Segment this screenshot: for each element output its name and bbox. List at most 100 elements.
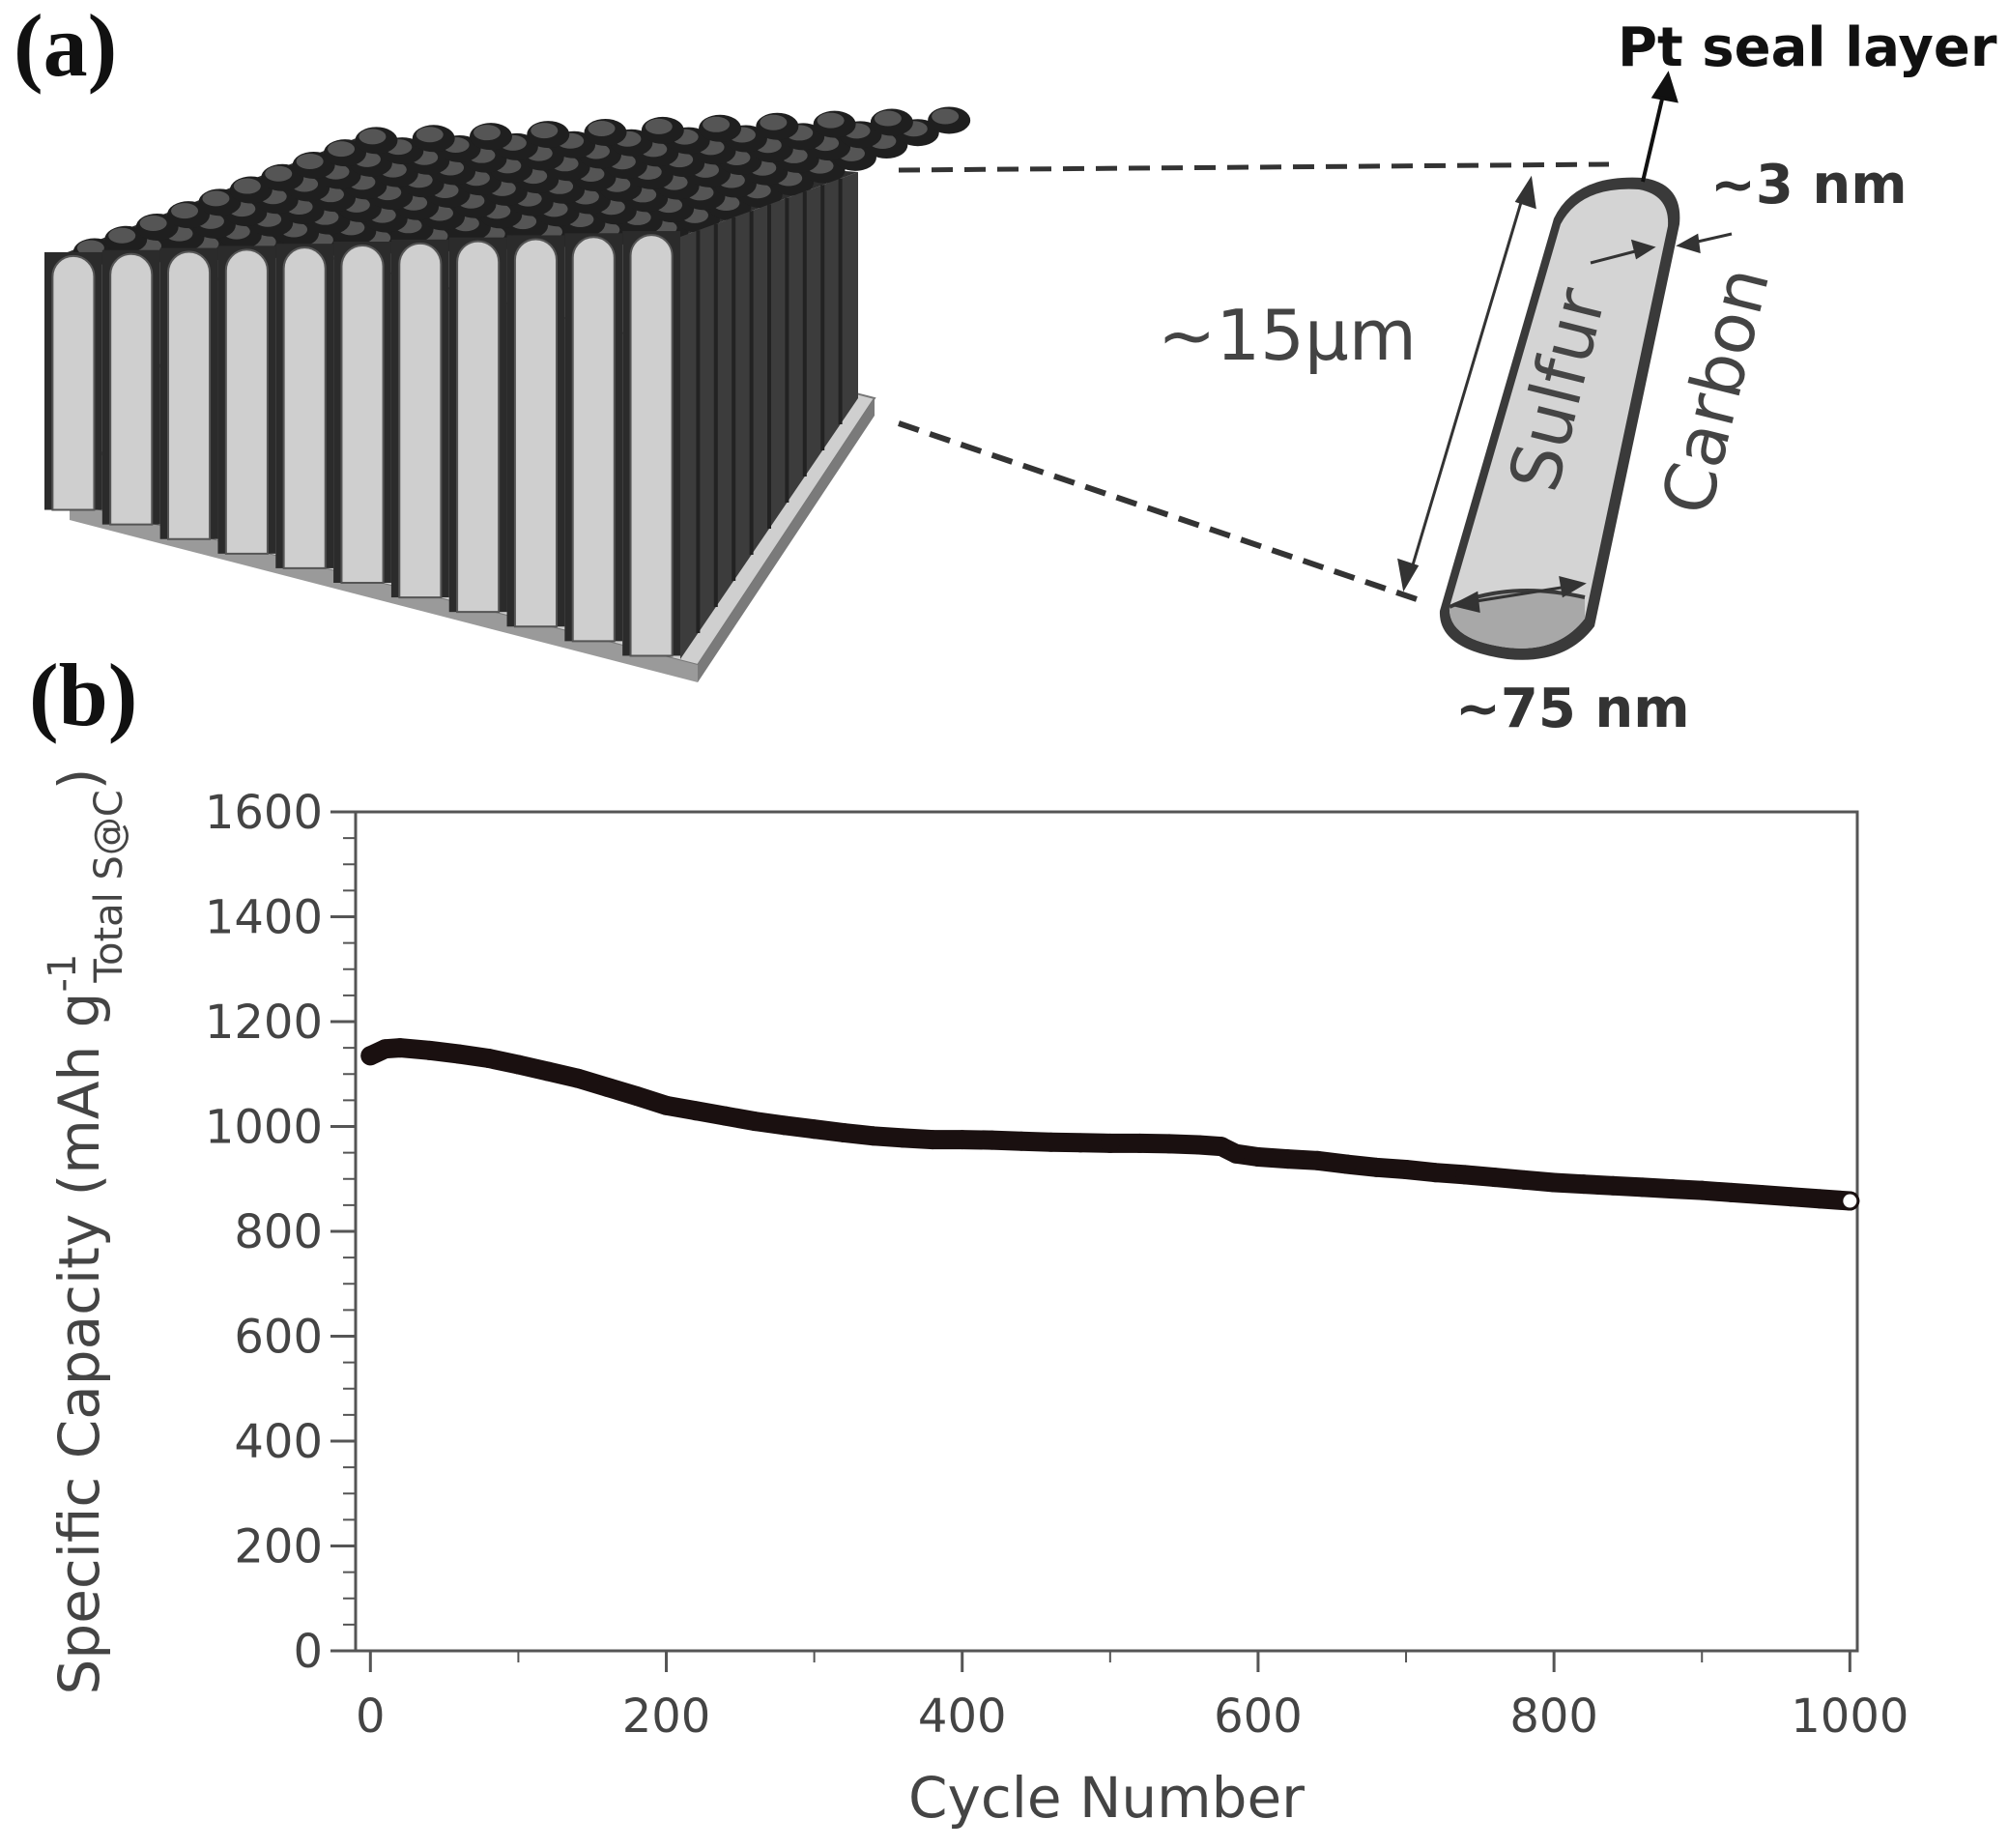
data-point — [419, 1040, 440, 1060]
x-axis: 0 200 400 600 800 1000 — [356, 1651, 1909, 1744]
data-point — [775, 1115, 794, 1136]
length-arrow — [1397, 175, 1536, 592]
diameter-label: ~75 nm — [1455, 678, 1690, 740]
substrate-side — [698, 398, 875, 682]
data-point — [1455, 1165, 1476, 1185]
rod-cap — [135, 213, 179, 241]
data-point — [923, 1130, 943, 1150]
data-point — [1721, 1182, 1741, 1202]
front-rod — [275, 244, 334, 569]
data-point — [508, 1054, 529, 1075]
data-point — [626, 1086, 646, 1107]
front-rod — [44, 251, 102, 511]
last-point-highlight — [1843, 1194, 1857, 1208]
data-point — [567, 1068, 588, 1088]
data-point — [478, 1048, 499, 1068]
rod-end-face — [1449, 590, 1585, 649]
data-point — [1211, 1137, 1231, 1157]
data-point — [715, 1106, 735, 1126]
data-point — [1603, 1175, 1623, 1196]
data-point — [1248, 1146, 1268, 1167]
data-point — [449, 1044, 470, 1064]
x-tick-label: 1000 — [1791, 1689, 1909, 1744]
rod-caps — [72, 106, 971, 266]
data-point — [1425, 1163, 1446, 1183]
x-tick-label: 200 — [622, 1689, 711, 1744]
data-series — [360, 1038, 1860, 1211]
diameter-arrow — [1449, 575, 1587, 613]
data-point — [1225, 1143, 1246, 1164]
rod-cap — [756, 112, 799, 140]
data-point — [1366, 1157, 1387, 1177]
front-rod — [101, 249, 160, 526]
data-point — [686, 1101, 706, 1121]
data-point — [375, 1039, 395, 1059]
data-point — [1160, 1134, 1180, 1154]
front-rod — [333, 242, 391, 584]
single-nanorod-illustration — [1439, 177, 1680, 660]
rod-cap — [104, 225, 148, 253]
data-point — [1307, 1150, 1328, 1170]
data-point — [1810, 1189, 1830, 1209]
rod-cap — [261, 163, 304, 191]
rod-cap — [198, 188, 242, 217]
data-point — [360, 1046, 381, 1066]
data-point — [1011, 1131, 1031, 1151]
y-tick-label: 400 — [234, 1415, 323, 1469]
y-tick-label: 1000 — [205, 1101, 323, 1155]
rod-cap — [292, 151, 335, 179]
data-point — [1336, 1154, 1357, 1174]
y-tick-label: 0 — [293, 1625, 323, 1679]
data-point — [1100, 1133, 1120, 1153]
front-rod — [217, 245, 276, 555]
plot-frame — [354, 810, 1859, 1653]
y-axis-label: Specific Capacity (mAh g-1Total S@C) — [41, 768, 131, 1695]
array-side-stripes — [696, 178, 843, 633]
data-point — [1751, 1185, 1771, 1205]
data-point — [1633, 1177, 1652, 1198]
data-point — [834, 1123, 854, 1143]
length-label: ~15µm — [1158, 295, 1417, 376]
rod-cap — [527, 121, 570, 149]
rod-cap — [469, 123, 512, 151]
rod-cap — [355, 127, 398, 155]
front-rod — [390, 239, 449, 599]
y-tick-label: 1600 — [205, 786, 323, 840]
data-point — [1514, 1169, 1535, 1190]
data-point — [1484, 1168, 1505, 1188]
data-point — [982, 1130, 1002, 1150]
x-tick-label: 800 — [1509, 1689, 1598, 1744]
data-point — [893, 1128, 913, 1148]
y-tick-label: 600 — [234, 1311, 323, 1365]
rod-cap — [813, 110, 856, 138]
front-rod — [564, 233, 623, 643]
data-point — [952, 1130, 972, 1150]
x-tick-label: 400 — [918, 1689, 1007, 1744]
projection-line-bottom — [898, 420, 1423, 604]
y-tick-label: 800 — [234, 1205, 323, 1259]
y-axis: 0 200 400 600 800 1000 1200 1400 1600 — [205, 786, 356, 1679]
pt-seal-arrow — [1641, 71, 1679, 183]
front-rod-row — [44, 231, 680, 657]
front-rod — [159, 247, 218, 540]
y-tick-label: 1400 — [205, 891, 323, 945]
data-point — [597, 1077, 617, 1097]
data-point — [1781, 1187, 1801, 1207]
rod-cap — [699, 114, 742, 142]
data-point — [1071, 1133, 1091, 1153]
data-point — [1692, 1180, 1712, 1200]
data-point — [1041, 1132, 1061, 1152]
rod-cap — [229, 176, 273, 204]
data-point — [1396, 1159, 1417, 1179]
data-point — [538, 1061, 559, 1082]
data-point — [1662, 1179, 1682, 1199]
data-point — [1573, 1174, 1593, 1195]
data-point — [863, 1126, 883, 1146]
projection-line-top — [898, 161, 1610, 173]
rod-cap — [584, 118, 627, 146]
nanorod-array-illustration — [44, 106, 971, 682]
front-rod — [506, 235, 565, 628]
data-point — [745, 1112, 765, 1132]
